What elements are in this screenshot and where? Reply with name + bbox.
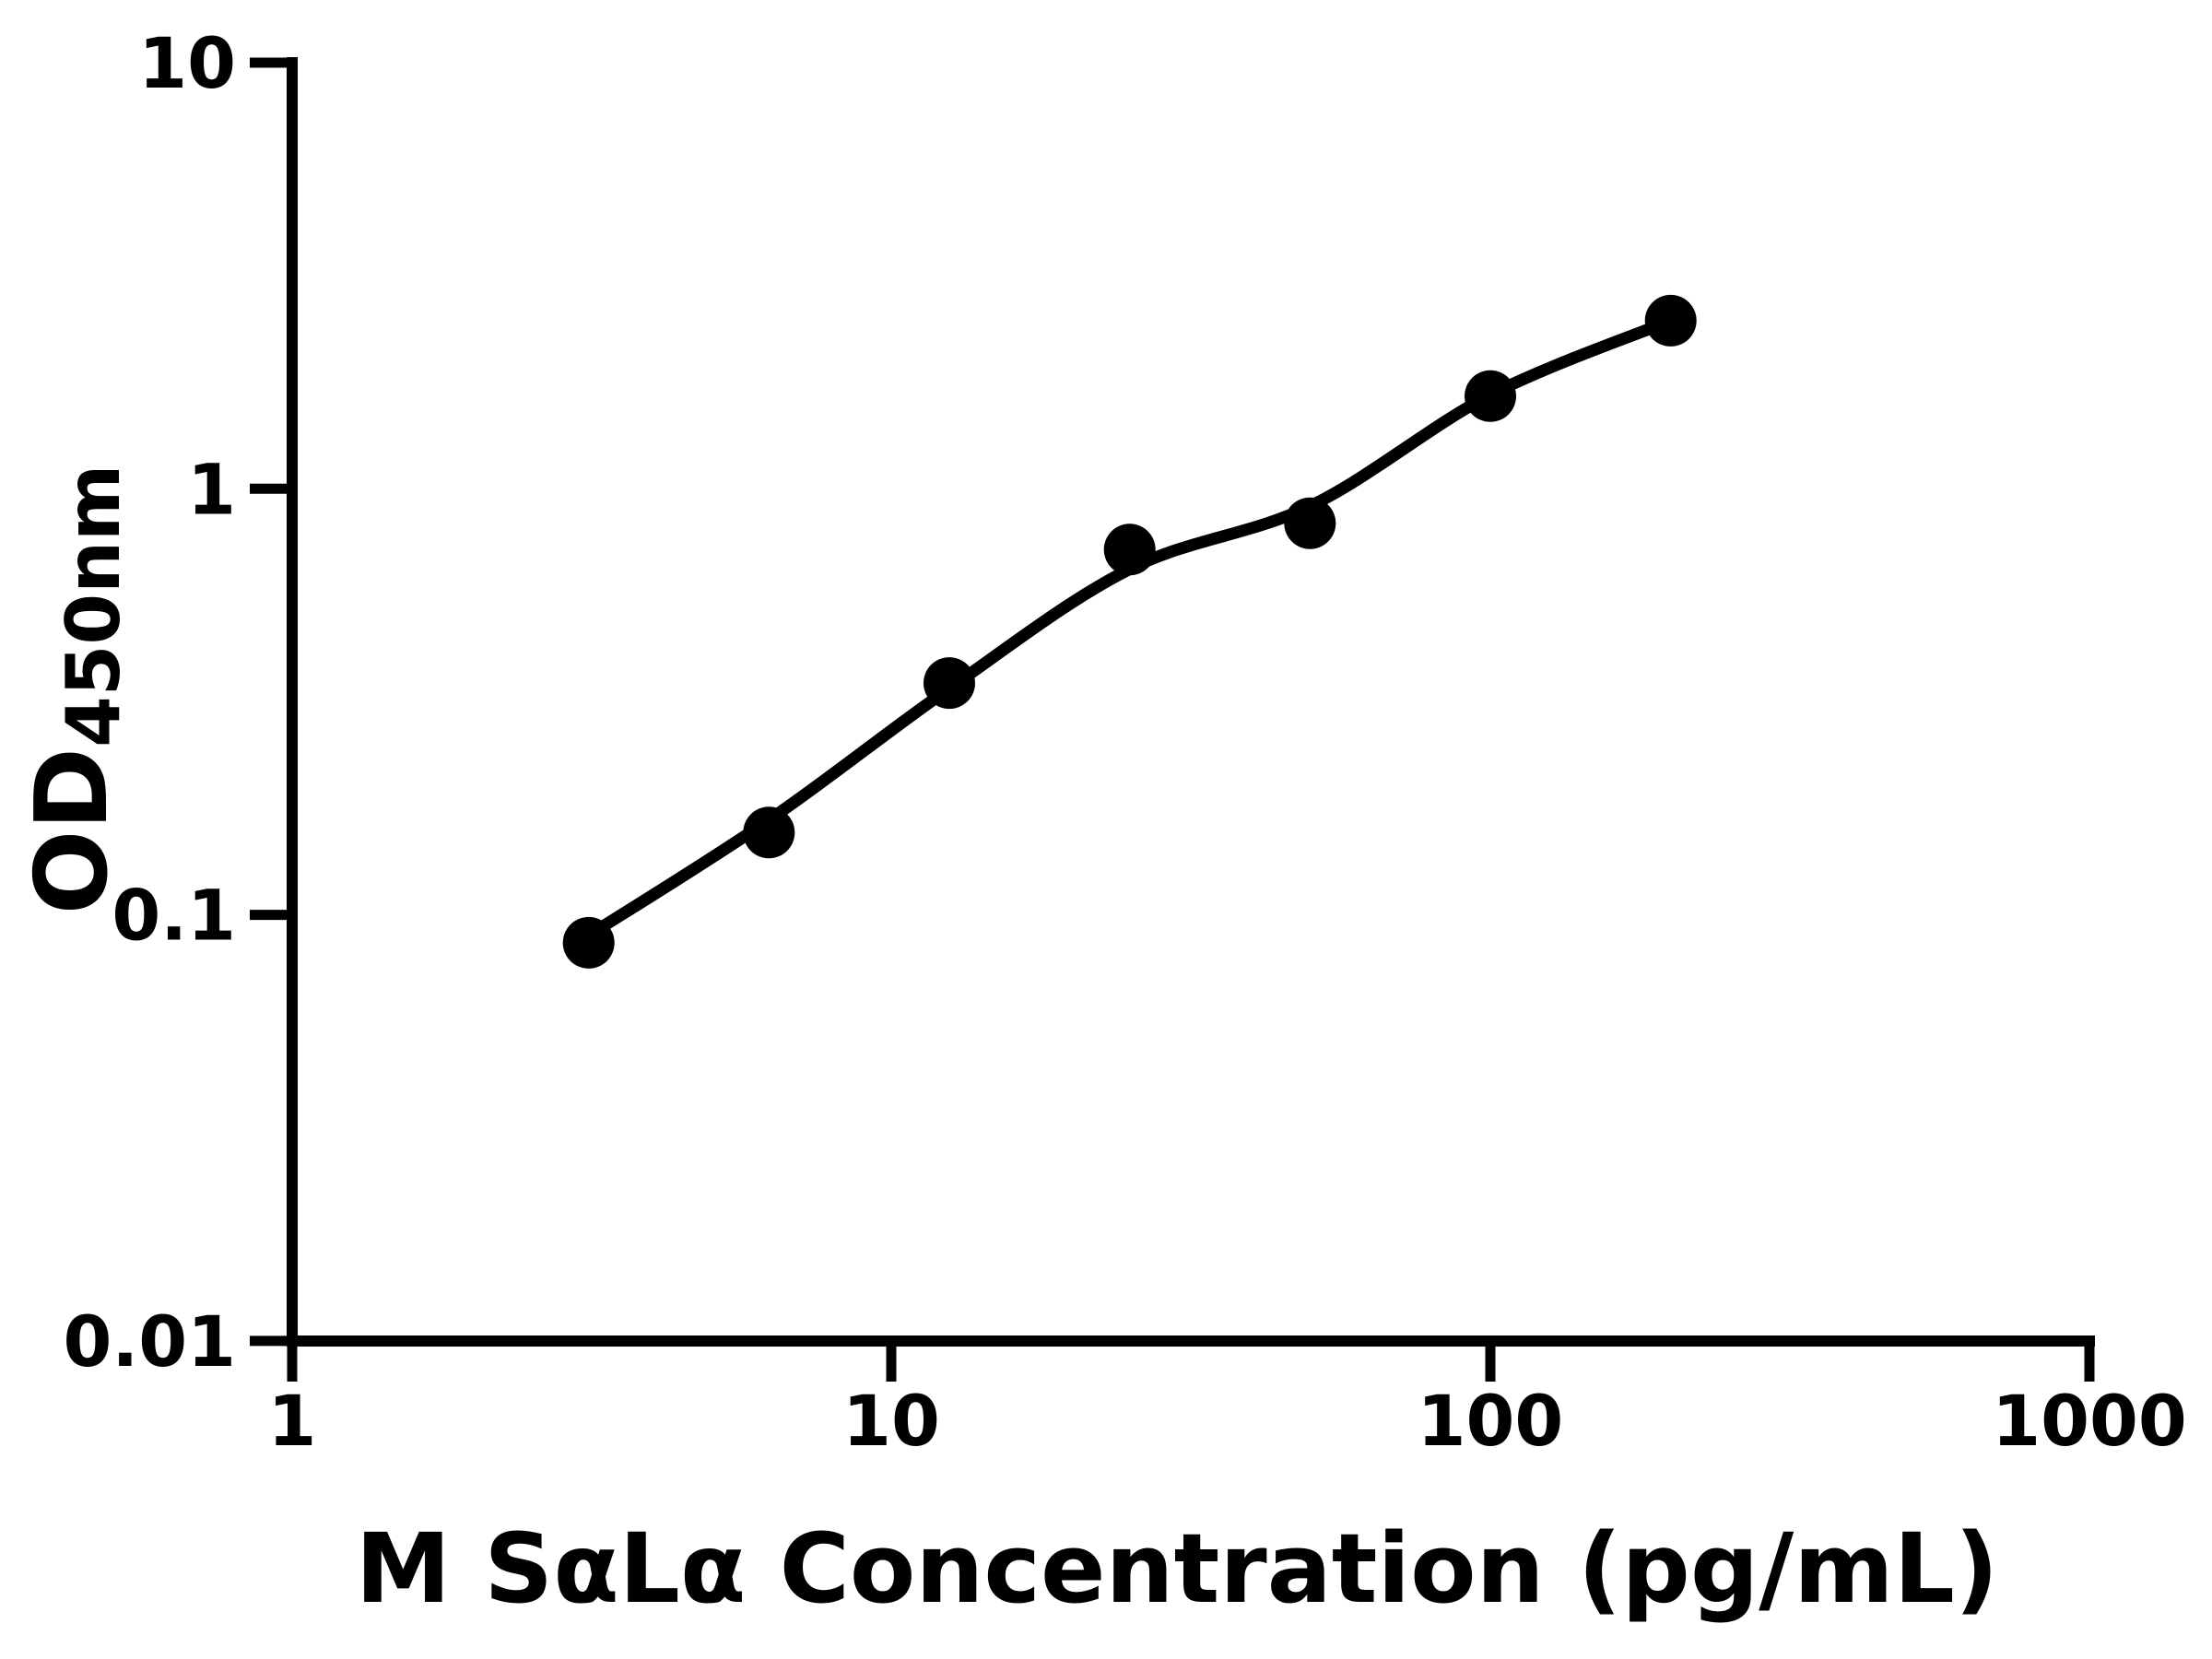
x-axis-ticks: 1 10 100 1000 bbox=[268, 1345, 2187, 1462]
x-tick-label: 1 bbox=[268, 1380, 317, 1462]
y-tick-label: 0.01 bbox=[63, 1300, 236, 1382]
x-tick-label: 1000 bbox=[1992, 1380, 2187, 1462]
data-point bbox=[1465, 370, 1516, 422]
y-tick-label: 1 bbox=[187, 448, 236, 530]
y-axis-title-subscript: 450nm bbox=[51, 464, 136, 747]
y-tick-label: 0.1 bbox=[112, 875, 236, 957]
data-point bbox=[924, 657, 975, 710]
x-axis: 1 10 100 1000 bbox=[268, 1335, 2187, 1462]
x-axis-title: M SαLα Concentration (pg/mL) bbox=[355, 1512, 1999, 1625]
y-axis-ticks: 10 1 0.1 0.01 bbox=[63, 22, 288, 1382]
x-tick-label: 100 bbox=[1418, 1380, 1564, 1462]
data-point bbox=[1284, 497, 1336, 549]
x-tick-label: 10 bbox=[842, 1380, 940, 1462]
y-axis-title-main: OD bbox=[15, 747, 130, 915]
data-point bbox=[562, 916, 615, 969]
data-points bbox=[562, 294, 1697, 969]
data-point bbox=[743, 806, 795, 859]
data-point bbox=[1644, 294, 1697, 347]
y-axis: 10 1 0.1 0.01 bbox=[63, 22, 298, 1382]
y-axis-title: OD450nm bbox=[15, 465, 136, 915]
data-point bbox=[1103, 524, 1156, 576]
y-tick-label: 10 bbox=[138, 22, 236, 104]
